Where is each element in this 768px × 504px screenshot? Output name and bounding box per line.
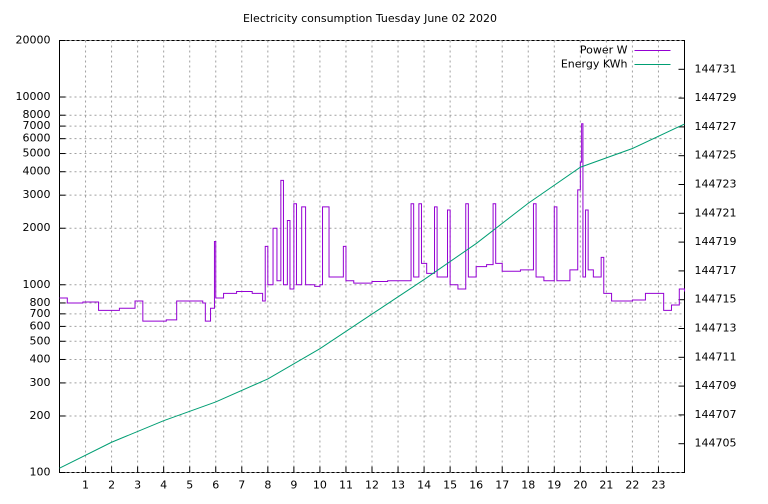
y-tick-label: 600 — [30, 319, 51, 332]
y-tick-label: 10000 — [16, 90, 51, 103]
x-tick-label: 9 — [290, 479, 297, 492]
y2-tick-label: 144711 — [695, 350, 737, 363]
y-tick-label: 300 — [30, 376, 51, 389]
y-tick-label: 2000 — [23, 221, 51, 234]
x-tick-label: 13 — [391, 479, 405, 492]
y2-tick-label: 144717 — [695, 264, 737, 277]
y-tick-label: 700 — [30, 307, 51, 320]
y-tick-label: 400 — [30, 352, 51, 365]
x-tick-label: 8 — [264, 479, 271, 492]
x-tick-label: 18 — [521, 479, 535, 492]
legend-label: Energy KWh — [561, 58, 628, 71]
series-line — [59, 123, 685, 469]
x-tick-label: 22 — [625, 479, 639, 492]
x-tick-label: 17 — [495, 479, 509, 492]
y2-tick-label: 144709 — [695, 379, 737, 392]
y2-tick-label: 144723 — [695, 178, 737, 191]
x-tick-label: 5 — [186, 479, 193, 492]
y2-tick-label: 144705 — [695, 437, 737, 450]
x-tick-label: 4 — [160, 479, 167, 492]
y2-tick-label: 144715 — [695, 293, 737, 306]
y-tick-label: 1000 — [23, 278, 51, 291]
y2-tick-label: 144727 — [695, 120, 737, 133]
x-tick-label: 19 — [547, 479, 561, 492]
y-tick-label: 5000 — [23, 147, 51, 160]
series-line — [59, 123, 685, 322]
x-tick-label: 14 — [417, 479, 431, 492]
x-tick-label: 15 — [443, 479, 457, 492]
y2-tick-label: 144721 — [695, 206, 737, 219]
x-tick-label: 7 — [238, 479, 245, 492]
x-tick-label: 21 — [599, 479, 613, 492]
y2-tick-label: 144729 — [695, 91, 737, 104]
x-tick-label: 12 — [365, 479, 379, 492]
y-tick-label: 800 — [30, 296, 51, 309]
y-tick-label: 4000 — [23, 165, 51, 178]
y-tick-label: 7000 — [23, 119, 51, 132]
x-tick-label: 1 — [82, 479, 89, 492]
y-tick-label: 6000 — [23, 132, 51, 145]
legend-label: Power W — [580, 44, 628, 57]
x-tick-label: 16 — [469, 479, 483, 492]
x-tick-label: 10 — [313, 479, 327, 492]
y2-tick-label: 144713 — [695, 322, 737, 335]
y2-tick-label: 144725 — [695, 149, 737, 162]
y-tick-label: 20000 — [16, 34, 51, 47]
chart-title: Electricity consumption Tuesday June 02 … — [243, 12, 497, 25]
x-tick-label: 23 — [651, 479, 665, 492]
y-tick-label: 100 — [30, 466, 51, 479]
y2-tick-label: 144731 — [695, 62, 737, 75]
x-tick-label: 2 — [108, 479, 115, 492]
y2-tick-label: 144719 — [695, 235, 737, 248]
x-tick-label: 11 — [339, 479, 353, 492]
x-tick-label: 6 — [212, 479, 219, 492]
x-tick-label: 20 — [573, 479, 587, 492]
y-tick-label: 200 — [30, 409, 51, 422]
y-tick-label: 8000 — [23, 108, 51, 121]
y-tick-label: 3000 — [23, 188, 51, 201]
y2-tick-label: 144707 — [695, 408, 737, 421]
x-tick-label: 3 — [134, 479, 141, 492]
y-tick-label: 500 — [30, 334, 51, 347]
